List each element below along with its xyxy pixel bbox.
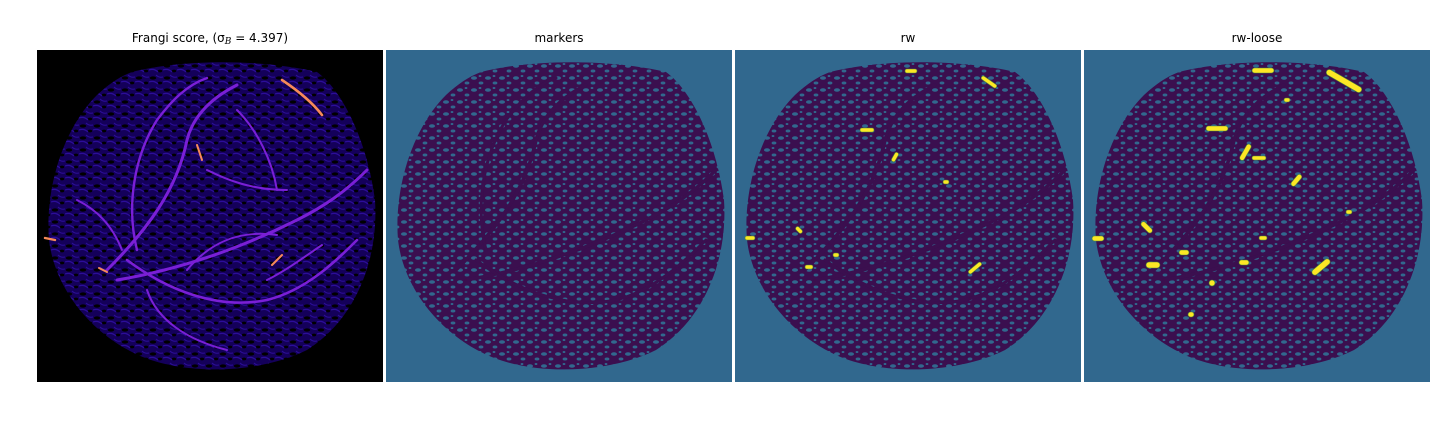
panel-title-markers: markers bbox=[534, 31, 584, 45]
panel-title-frangi: Frangi score, (σB = 4.397) bbox=[37, 31, 383, 47]
rw-image bbox=[735, 50, 1081, 382]
panel-markers bbox=[386, 50, 732, 382]
panel-title-rw: rw bbox=[900, 31, 916, 45]
frangi-title-subscript: B bbox=[224, 37, 232, 47]
panel-title-rw-loose: rw-loose bbox=[1231, 31, 1283, 45]
markers-image bbox=[386, 50, 732, 382]
frangi-title-text: Frangi score, (σ bbox=[131, 31, 225, 45]
frangi-title-tail: = 4.397) bbox=[231, 31, 289, 45]
panel-frangi-score bbox=[37, 50, 383, 382]
frangi-score-image bbox=[37, 50, 383, 382]
panel-rw bbox=[735, 50, 1081, 382]
rw-loose-image bbox=[1084, 50, 1430, 382]
panel-rw-loose bbox=[1084, 50, 1430, 382]
